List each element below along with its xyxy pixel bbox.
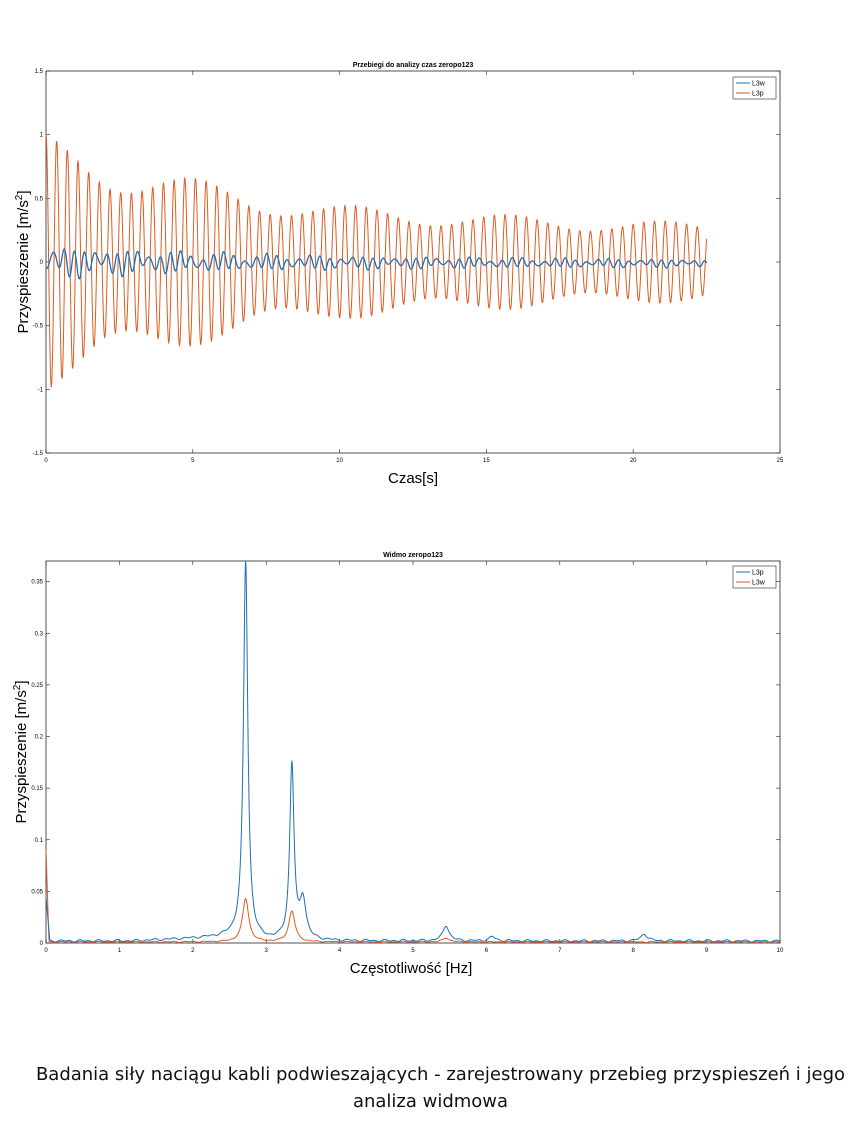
spectrum-chart-xtick-label: 1 — [118, 948, 122, 954]
spectrum-chart-xtick-label: 6 — [485, 948, 489, 954]
spectrum-chart-legend-entry: L3p — [752, 570, 764, 577]
spectrum-chart-xtick-label: 10 — [777, 948, 784, 954]
figure-caption-line-1: Badania siły naciągu kabli podwieszający… — [35, 1064, 846, 1085]
spectrum-chart-xtick-label: 4 — [338, 948, 342, 954]
time-chart-series-L3w — [45, 248, 708, 280]
time-chart-ytick-label: 0 — [40, 260, 44, 266]
time-chart-ytick-label: 1 — [40, 133, 44, 139]
time-chart-title: Przebiegi do analizy czas zeropo123 — [353, 62, 474, 69]
spectrum-chart-ylabel: Przyspieszenie [m/s2] — [12, 680, 30, 823]
figure-caption-line-2: analiza widmowa — [352, 1091, 509, 1112]
time-chart-ytick-label: -0.5 — [33, 324, 44, 330]
spectrum-chart-xtick-label: 7 — [558, 948, 562, 954]
time-chart-xtick-label: 20 — [630, 458, 637, 464]
spectrum-chart-plot-area — [45, 560, 781, 944]
time-chart-ytick-label: -1.5 — [33, 451, 44, 457]
spectrum-chart-series-L3p — [45, 560, 781, 943]
time-chart-ytick-label: 0.5 — [35, 196, 44, 202]
time-chart-ylabel: Przyspieszenie [m/s2] — [14, 190, 32, 333]
spectrum-chart-ytick-label: 0 — [40, 941, 44, 947]
figure: Przebiegi do analizy czas zeropo123 Czas… — [12, 62, 784, 977]
spectrum-chart-legend-entry: L3w — [752, 580, 766, 587]
spectrum-chart-xtick-label: 0 — [44, 948, 48, 954]
time-chart-xtick-label: 0 — [44, 458, 48, 464]
time-chart-ytick-label: 1.5 — [35, 69, 44, 75]
time-chart-xtick-label: 15 — [483, 458, 490, 464]
spectrum-chart-ytick-label: 0.15 — [31, 786, 43, 792]
time-chart-legend: L3w L3p — [732, 76, 777, 100]
spectrum-chart-ytick-label: 0.35 — [31, 580, 43, 586]
spectrum-chart-series-L3w — [45, 850, 781, 944]
time-chart-xtick-label: 10 — [336, 458, 343, 464]
time-chart-xlabel: Czas[s] — [388, 470, 438, 487]
time-chart: Przebiegi do analizy czas zeropo123 Czas… — [14, 62, 784, 487]
spectrum-chart-xlabel: Częstotliwość [Hz] — [350, 960, 473, 977]
spectrum-chart-ytick-label: 0.2 — [35, 735, 44, 741]
time-chart-legend-entry: L3p — [752, 91, 764, 98]
spectrum-chart-title: Widmo zeropo123 — [383, 552, 443, 559]
spectrum-chart-ytick-label: 0.1 — [35, 838, 44, 844]
spectrum-chart-ytick-label: 0.25 — [31, 683, 43, 689]
spectrum-chart-xtick-label: 5 — [411, 948, 415, 954]
time-chart-ytick-label: -1 — [38, 387, 44, 393]
spectrum-chart-xtick-label: 9 — [705, 948, 709, 954]
time-chart-series-L3p — [45, 134, 708, 389]
spectrum-chart: Widmo zeropo123 Częstotliwość [Hz] Przys… — [12, 552, 784, 977]
spectrum-chart-legend: L3p L3w — [732, 565, 777, 589]
time-chart-xtick-label: 25 — [777, 458, 784, 464]
spectrum-chart-xtick-label: 2 — [191, 948, 195, 954]
spectrum-chart-xtick-label: 8 — [632, 948, 636, 954]
spectrum-chart-ytick-label: 0.3 — [35, 631, 44, 637]
spectrum-chart-ytick-label: 0.05 — [31, 889, 43, 895]
time-chart-legend-entry: L3w — [752, 81, 766, 88]
time-chart-xtick-label: 5 — [191, 458, 195, 464]
spectrum-chart-xtick-label: 3 — [265, 948, 269, 954]
